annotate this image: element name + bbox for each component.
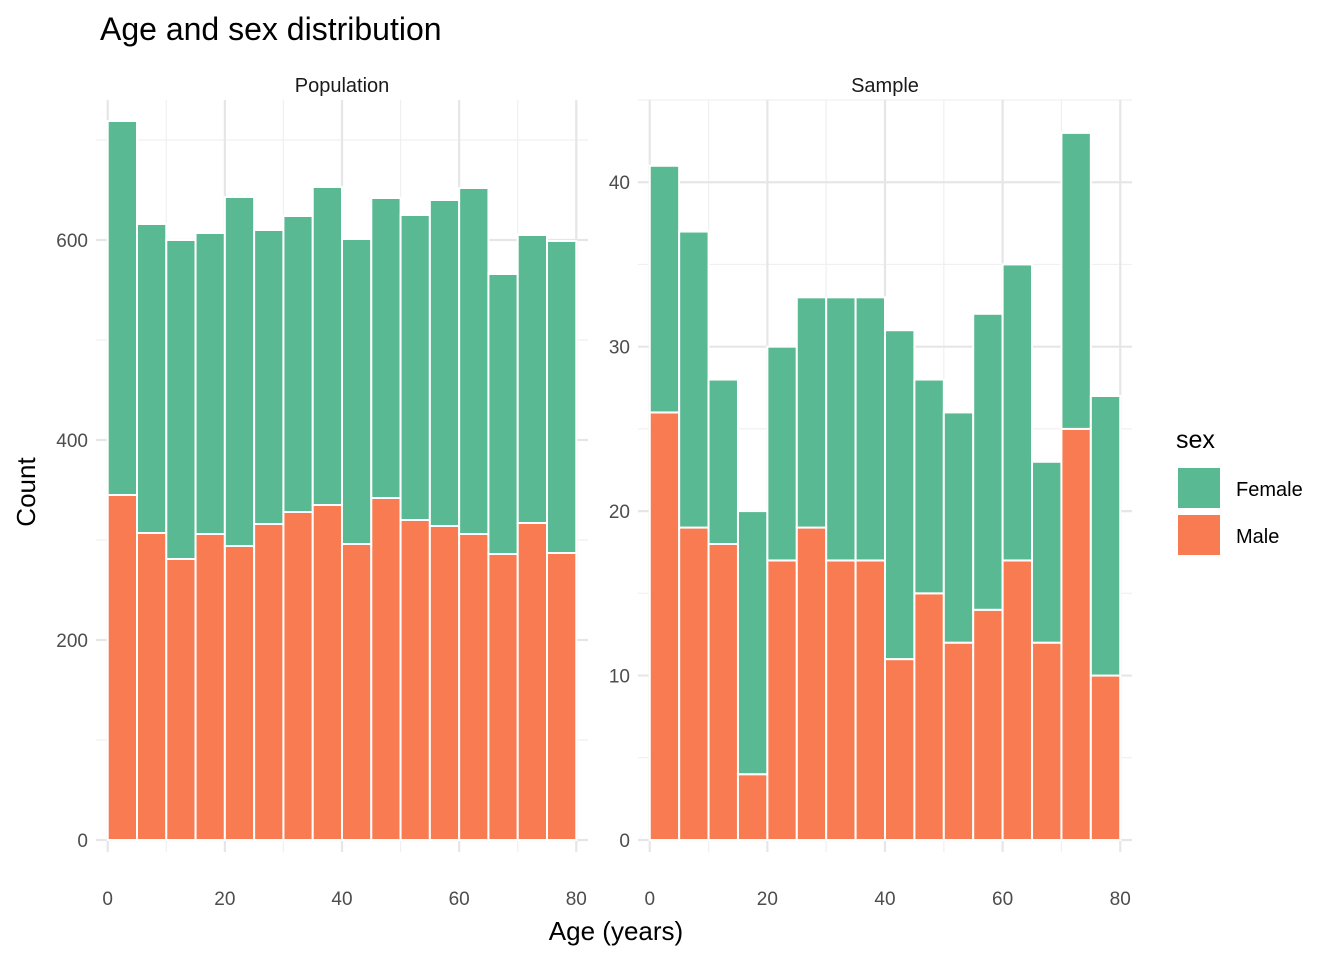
bar-male — [370, 497, 402, 841]
bar-female — [795, 296, 828, 529]
bar-female — [1031, 460, 1063, 644]
bar-female — [884, 329, 916, 661]
bar-male — [1001, 559, 1034, 841]
bar-male — [165, 558, 197, 841]
bar-male — [487, 553, 519, 841]
bar-male — [106, 494, 139, 841]
bar-male — [707, 543, 739, 841]
panel-population: Population 0 20 40 60 80 0 200 400 600 — [56, 75, 588, 910]
y-tick-label: 20 — [609, 502, 630, 523]
legend-swatch-male — [1178, 515, 1220, 555]
bar-female — [136, 223, 168, 534]
x-tick-label: 20 — [757, 889, 778, 910]
bar-female — [648, 164, 681, 414]
bar-female — [1001, 263, 1034, 562]
bar-female — [942, 411, 975, 644]
bar-male — [253, 523, 285, 841]
x-tick-label: 40 — [331, 889, 352, 910]
bar-male — [913, 592, 945, 841]
bar-female — [707, 378, 739, 545]
bar-male — [516, 522, 549, 841]
bar-male — [678, 526, 710, 841]
x-tick-label: 60 — [992, 889, 1013, 910]
y-tick-label: 400 — [56, 431, 88, 452]
y-axis-title: Count — [11, 457, 41, 527]
bar-female — [223, 196, 256, 547]
bar-male — [972, 608, 1004, 841]
bar-female — [428, 199, 461, 527]
bar-male — [766, 559, 798, 841]
bar-female — [546, 240, 578, 554]
bar-male — [854, 559, 886, 841]
bar-male — [428, 525, 461, 841]
bar-male — [1060, 427, 1092, 841]
bar-male — [736, 773, 769, 842]
bar-female — [487, 273, 519, 555]
x-tick-label: 0 — [102, 889, 113, 910]
bar-female — [106, 120, 139, 496]
bar-female — [736, 510, 769, 776]
bar-male — [341, 543, 373, 841]
x-tick-label: 80 — [566, 889, 587, 910]
bar-female — [165, 239, 197, 560]
bar-male — [399, 519, 431, 841]
y-tick-label: 0 — [619, 831, 630, 852]
bar-female — [766, 345, 798, 562]
bar-male — [795, 526, 828, 841]
y-tick-label: 600 — [56, 231, 88, 252]
bar-female — [516, 234, 549, 524]
x-tick-label: 0 — [644, 889, 655, 910]
x-tick-label: 40 — [874, 889, 895, 910]
bar-female — [399, 214, 431, 521]
y-tick-label: 200 — [56, 631, 88, 652]
bar-female — [253, 229, 285, 525]
bar-male — [223, 545, 256, 841]
bar-female — [972, 312, 1004, 611]
bar-male — [1089, 674, 1122, 841]
bar-male — [1031, 641, 1063, 842]
bar-female — [1089, 395, 1122, 677]
bar-female — [1060, 131, 1092, 430]
y-tick-label: 0 — [77, 831, 88, 852]
bar-female — [458, 187, 490, 535]
y-tick-label: 10 — [609, 667, 630, 688]
bar-female — [913, 378, 945, 595]
legend: sex Female Male — [1176, 426, 1303, 555]
bar-male — [136, 532, 168, 841]
legend-swatch-female — [1178, 468, 1220, 508]
x-tick-label: 60 — [449, 889, 470, 910]
bar-female — [311, 186, 344, 506]
bar-male — [884, 658, 916, 841]
x-tick-label: 80 — [1110, 889, 1131, 910]
bar-male — [546, 552, 578, 841]
legend-label-male: Male — [1236, 526, 1279, 548]
bar-male — [825, 559, 857, 841]
y-tick-label: 30 — [609, 338, 630, 359]
bar-male — [282, 511, 314, 841]
legend-title: sex — [1176, 426, 1215, 454]
bar-female — [854, 296, 886, 562]
bar-female — [678, 230, 710, 529]
bar-female — [282, 215, 314, 513]
strip-label: Sample — [851, 75, 919, 97]
bar-male — [194, 533, 226, 841]
bar-male — [942, 641, 975, 842]
bar-male — [648, 411, 681, 841]
y-tick-label: 40 — [609, 173, 630, 194]
x-axis-title: Age (years) — [549, 916, 683, 946]
bar-male — [458, 533, 490, 841]
chart-title: Age and sex distribution — [100, 11, 442, 47]
bar-male — [311, 504, 344, 841]
bar-female — [370, 197, 402, 499]
x-tick-label: 20 — [214, 889, 235, 910]
bar-female — [825, 296, 857, 562]
legend-label-female: Female — [1236, 479, 1303, 501]
bar-female — [341, 238, 373, 545]
panel-sample: Sample 0 20 40 60 80 0 10 20 30 40 — [609, 75, 1132, 910]
strip-label: Population — [295, 75, 390, 97]
bar-female — [194, 232, 226, 535]
